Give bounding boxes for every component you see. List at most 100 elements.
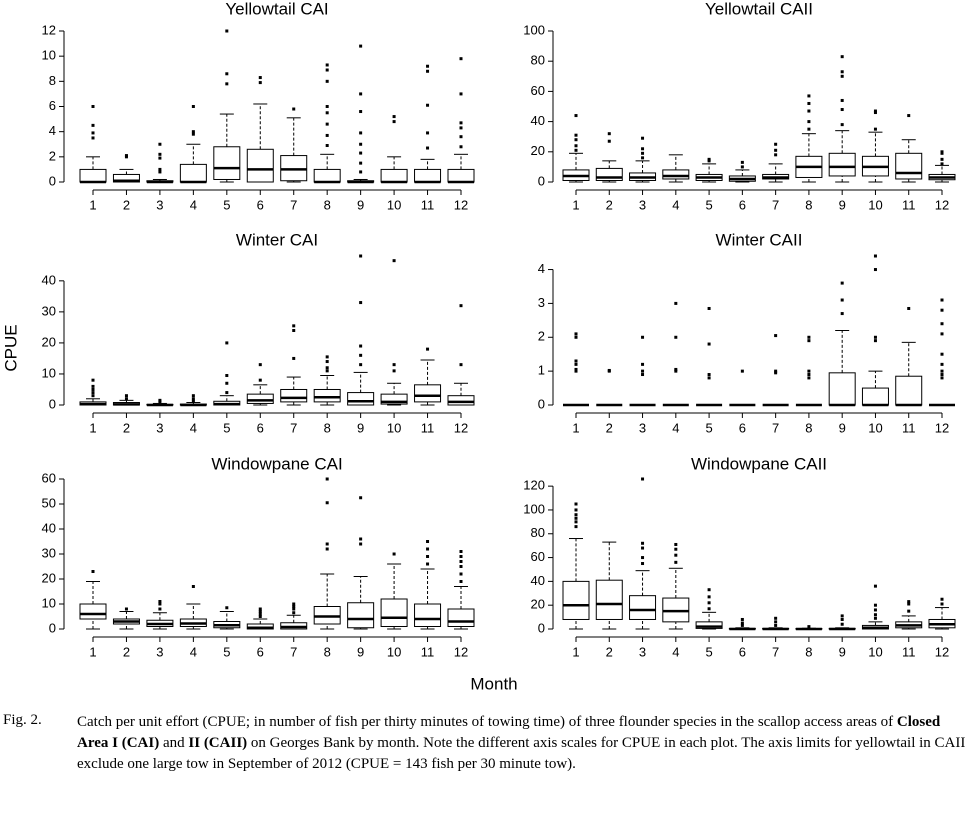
- x-tick-label: 11: [421, 644, 435, 659]
- y-tick-label: 8: [49, 73, 56, 88]
- outlier: [707, 373, 711, 377]
- x-tick-label: 11: [421, 197, 435, 212]
- outlier: [674, 560, 678, 564]
- outlier: [225, 391, 229, 395]
- outlier: [607, 139, 611, 143]
- outlier: [607, 368, 611, 372]
- y-tick-label: 10: [42, 48, 56, 63]
- y-tick-label: 20: [42, 570, 56, 585]
- x-tick-label: 8: [805, 197, 812, 212]
- box: [179, 163, 207, 183]
- outlier: [426, 347, 430, 351]
- y-tick-label: 12: [42, 22, 56, 37]
- outlier: [840, 614, 844, 618]
- outlier: [873, 335, 877, 339]
- outlier: [840, 123, 844, 127]
- x-tick-label: 4: [672, 644, 679, 659]
- outlier: [426, 540, 430, 543]
- outlier: [124, 607, 128, 611]
- box: [447, 168, 475, 183]
- box: [246, 148, 274, 183]
- outlier: [641, 369, 645, 373]
- outlier: [873, 616, 877, 620]
- outlier: [459, 555, 463, 558]
- outlier: [840, 298, 844, 302]
- outlier: [158, 398, 162, 402]
- outlier: [940, 150, 944, 154]
- outlier: [91, 131, 95, 135]
- box: [447, 608, 475, 627]
- outlier: [91, 391, 95, 395]
- caption-part: on Georges Bank by month. Note the diffe…: [77, 735, 966, 772]
- y-tick-label: 0: [538, 396, 545, 411]
- outlier: [807, 625, 811, 629]
- outlier: [807, 373, 811, 377]
- outlier: [840, 622, 844, 626]
- outlier: [426, 555, 430, 558]
- outlier: [574, 138, 578, 142]
- y-tick-label: 80: [531, 53, 545, 68]
- outlier: [258, 81, 262, 85]
- x-tick-label: 4: [190, 197, 197, 212]
- outlier: [674, 367, 678, 371]
- outlier: [840, 617, 844, 621]
- box: [347, 602, 375, 629]
- outlier: [359, 110, 363, 114]
- box: [380, 393, 408, 405]
- x-tick-label: 10: [868, 197, 882, 212]
- outlier: [574, 133, 578, 137]
- outlier: [158, 156, 162, 160]
- caption-part: Catch per unit effort (CPUE; in number o…: [77, 714, 897, 730]
- outlier: [292, 329, 296, 332]
- outlier: [325, 144, 329, 148]
- outlier: [459, 304, 463, 308]
- outlier: [359, 254, 363, 258]
- outlier: [124, 394, 128, 398]
- x-tick-label: 5: [705, 644, 712, 659]
- outlier: [641, 562, 645, 566]
- outlier: [907, 609, 911, 613]
- outlier: [641, 556, 645, 560]
- panel-title: Yellowtail CAI: [225, 0, 328, 18]
- x-tick-label: 6: [257, 197, 264, 212]
- outlier: [158, 152, 162, 156]
- x-tick-label: 7: [772, 420, 779, 435]
- outlier: [426, 146, 430, 150]
- outlier: [225, 606, 229, 610]
- y-tick-label: 80: [531, 525, 545, 540]
- outlier: [873, 608, 877, 612]
- outlier: [191, 399, 195, 403]
- outlier: [91, 378, 95, 382]
- outlier: [91, 123, 95, 127]
- outlier: [325, 355, 329, 359]
- outlier: [940, 151, 944, 155]
- outlier: [641, 156, 645, 160]
- x-tick-label: 10: [387, 197, 401, 212]
- x-tick-label: 3: [156, 420, 163, 435]
- y-tick-label: 60: [42, 470, 56, 485]
- outlier: [392, 363, 396, 367]
- outlier: [124, 397, 128, 401]
- x-tick-label: 10: [387, 644, 401, 659]
- box: [895, 375, 923, 406]
- outlier: [807, 94, 811, 98]
- outlier: [774, 371, 778, 375]
- outlier: [707, 342, 711, 346]
- outlier: [807, 339, 811, 343]
- outlier: [873, 127, 877, 131]
- x-tick-label: 7: [290, 197, 297, 212]
- outlier: [292, 605, 296, 608]
- y-tick-label: 50: [42, 495, 56, 510]
- x-tick-label: 11: [421, 420, 435, 435]
- outlier: [426, 547, 430, 551]
- outlier: [325, 63, 329, 67]
- x-tick-label: 5: [223, 644, 230, 659]
- outlier: [426, 64, 430, 68]
- x-tick-label: 12: [454, 420, 468, 435]
- outlier: [840, 281, 844, 285]
- x-tick-label: 8: [805, 644, 812, 659]
- outlier: [774, 369, 778, 373]
- x-tick-label: 12: [935, 420, 949, 435]
- outlier: [641, 546, 645, 550]
